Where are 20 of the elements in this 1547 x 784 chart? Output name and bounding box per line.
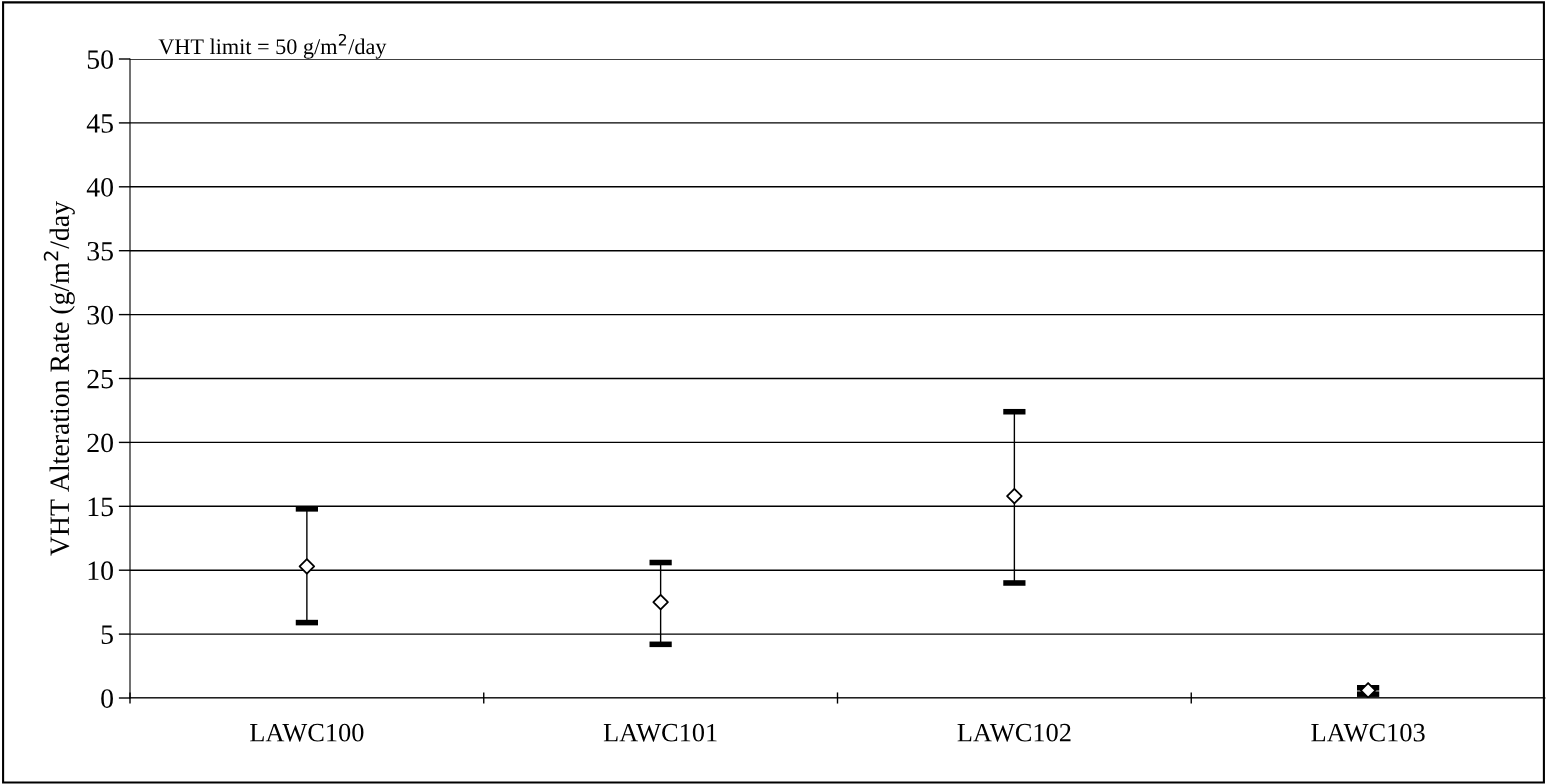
y-tick-label: 30 (87, 305, 113, 325)
y-tick-label: 15 (88, 497, 113, 517)
x-tick-label: LAWC101 (603, 723, 717, 742)
y-tick-label: 20 (87, 433, 113, 453)
y-tick-label: 35 (87, 241, 113, 261)
x-tick-label: LAWC103 (1311, 723, 1425, 742)
y-tick-label: 50 (87, 50, 113, 69)
text: VHT limit = 50 g/m$^{2}$/day (158, 33, 387, 59)
point (652, 593, 669, 611)
point (298, 558, 316, 575)
x-tick-label: LAWC100 (250, 723, 364, 742)
x-tick-label: LAWC102 (957, 723, 1071, 742)
y-tick-label: 45 (86, 114, 113, 133)
point (1006, 487, 1023, 505)
y-tick-label: 25 (87, 369, 113, 389)
y-tick-label: 5 (101, 625, 113, 645)
y-tick-label: 10 (88, 561, 113, 581)
y-tick-label: 40 (86, 177, 113, 197)
y-axis-title: VHT Alteration Rate (g/m$^{2}$/day (43, 201, 75, 556)
y-tick-label: 0 (101, 689, 113, 708)
